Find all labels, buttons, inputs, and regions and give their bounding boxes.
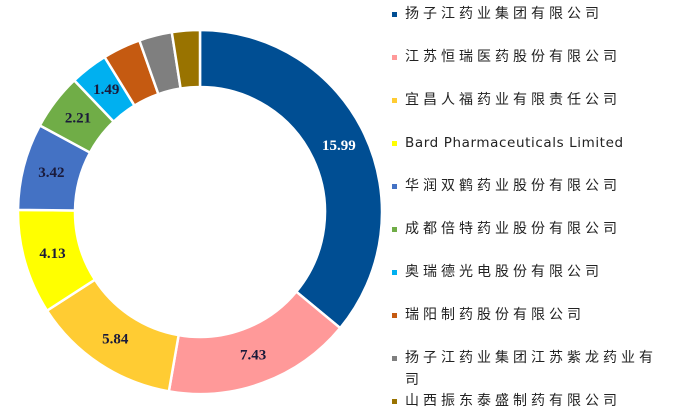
legend-item: 扬子江药业集团江苏紫龙药业有司 xyxy=(392,347,667,391)
data-label: 2.21 xyxy=(65,110,91,126)
legend-swatch xyxy=(392,12,397,17)
chart: 15.99 7.43 5.84 4.13 3.42 2.211.49 xyxy=(16,28,384,396)
data-label: 3.42 xyxy=(38,165,64,181)
legend-item: 瑞阳制药股份有限公司 xyxy=(392,304,667,326)
data-label: 5.84 xyxy=(102,331,129,347)
data-label: 7.43 xyxy=(240,347,266,363)
legend-item: Bard Pharmaceuticals Limited xyxy=(392,132,667,154)
data-label: 1.49 xyxy=(93,82,119,98)
donut-segment xyxy=(170,28,202,90)
legend-swatch xyxy=(392,399,397,404)
legend-label: 扬子江药业集团江苏紫龙药业有司 xyxy=(405,350,657,388)
legend-swatch xyxy=(392,55,397,60)
legend-label: 山西振东泰盛制药有限公司 xyxy=(405,393,621,409)
legend-item: 山西振东泰盛制药有限公司 xyxy=(392,390,667,412)
legend-item: 成都倍特药业股份有限公司 xyxy=(392,218,667,240)
legend-label: 扬子江药业集团有限公司 xyxy=(405,6,603,22)
legend-swatch xyxy=(392,270,397,275)
donut-segment xyxy=(198,28,384,330)
legend-swatch xyxy=(392,141,397,146)
legend-swatch xyxy=(392,98,397,103)
legend-swatch xyxy=(392,184,397,189)
legend-item: 奥瑞德光电股份有限公司 xyxy=(392,261,667,283)
legend-label: 华润双鹤药业股份有限公司 xyxy=(405,178,621,194)
legend-item: 扬子江药业集团有限公司 xyxy=(392,3,667,25)
legend-label: 成都倍特药业股份有限公司 xyxy=(405,221,621,237)
legend-label: 宜昌人福药业有限责任公司 xyxy=(405,92,621,108)
legend-label: 奥瑞德光电股份有限公司 xyxy=(405,264,603,280)
donut-segment xyxy=(167,289,342,396)
legend-label: Bard Pharmaceuticals Limited xyxy=(405,135,624,151)
legend-item: 华润双鹤药业股份有限公司 xyxy=(392,175,667,197)
legend-swatch xyxy=(392,313,397,318)
data-label: 4.13 xyxy=(39,246,65,262)
legend-item: 江苏恒瑞医药股份有限公司 xyxy=(392,46,667,68)
legend-label: 江苏恒瑞医药股份有限公司 xyxy=(405,49,621,65)
data-label: 15.99 xyxy=(322,138,356,154)
legend-swatch xyxy=(392,227,397,232)
legend-item: 宜昌人福药业有限责任公司 xyxy=(392,89,667,111)
legend-label: 瑞阳制药股份有限公司 xyxy=(405,307,585,323)
legend-swatch xyxy=(392,356,397,361)
